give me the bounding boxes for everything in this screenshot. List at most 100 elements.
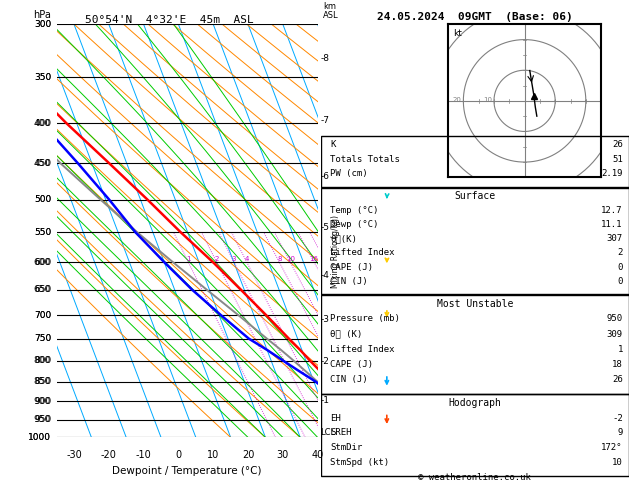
Bar [321, 295, 629, 394]
Text: 600: 600 [34, 258, 51, 267]
Text: CAPE (J): CAPE (J) [330, 262, 373, 272]
Text: 10: 10 [612, 458, 623, 468]
Text: 20: 20 [242, 450, 254, 460]
Text: kt: kt [453, 29, 462, 38]
Text: 9: 9 [618, 429, 623, 437]
Text: CAPE (J): CAPE (J) [330, 360, 373, 369]
Text: 50°54'N  4°32'E  45m  ASL: 50°54'N 4°32'E 45m ASL [86, 15, 254, 25]
Text: Lifted Index: Lifted Index [330, 345, 394, 354]
Bar [321, 394, 629, 476]
Text: 11.1: 11.1 [601, 220, 623, 229]
Text: 650: 650 [34, 285, 52, 294]
Text: Dewpoint / Temperature (°C): Dewpoint / Temperature (°C) [113, 467, 262, 476]
Text: 850: 850 [34, 377, 51, 386]
Text: -30: -30 [66, 450, 82, 460]
Text: -5: -5 [320, 224, 329, 232]
Bar [321, 136, 629, 187]
Text: 0: 0 [618, 262, 623, 272]
Text: 950: 950 [607, 314, 623, 323]
Text: 950: 950 [34, 416, 51, 424]
Text: hPa: hPa [33, 10, 52, 20]
Text: 500: 500 [34, 195, 52, 204]
Text: 300: 300 [34, 20, 52, 29]
Text: 1000: 1000 [28, 433, 51, 442]
Text: 1: 1 [618, 345, 623, 354]
Text: 2.19: 2.19 [601, 170, 623, 178]
Text: -8: -8 [320, 53, 329, 63]
Text: SREH: SREH [330, 429, 352, 437]
Text: StmDir: StmDir [330, 443, 362, 452]
Text: 550: 550 [34, 228, 52, 237]
Text: 40: 40 [311, 450, 324, 460]
Text: Mixing Ratio (g/kg): Mixing Ratio (g/kg) [331, 215, 340, 288]
Text: 4: 4 [245, 256, 249, 262]
Text: -4: -4 [320, 271, 329, 280]
Text: 10: 10 [286, 256, 295, 262]
Text: Hodograph: Hodograph [448, 398, 501, 408]
Text: CIN (J): CIN (J) [330, 375, 368, 384]
Text: 400: 400 [34, 119, 52, 127]
Text: -3: -3 [320, 315, 329, 324]
Text: 900: 900 [34, 397, 52, 406]
Text: 0: 0 [175, 450, 182, 460]
Text: 800: 800 [34, 356, 52, 365]
Text: 850: 850 [34, 377, 52, 386]
Text: 10: 10 [207, 450, 220, 460]
Text: 309: 309 [607, 330, 623, 339]
Text: km
ASL: km ASL [323, 2, 338, 20]
Text: 30: 30 [277, 450, 289, 460]
Text: 800: 800 [34, 356, 51, 365]
Text: -2: -2 [320, 357, 329, 366]
Text: 51: 51 [612, 155, 623, 164]
Text: 750: 750 [34, 334, 52, 343]
Text: 550: 550 [34, 228, 51, 237]
Text: 700: 700 [34, 311, 52, 319]
Text: 16: 16 [309, 256, 319, 262]
Text: 750: 750 [34, 334, 51, 343]
Text: 450: 450 [34, 159, 52, 168]
Text: 2: 2 [618, 248, 623, 258]
Text: 1: 1 [186, 256, 191, 262]
Text: θᴇ (K): θᴇ (K) [330, 330, 362, 339]
Text: 950: 950 [34, 416, 52, 424]
Text: 26: 26 [612, 140, 623, 149]
Text: 8: 8 [277, 256, 282, 262]
Text: 1000: 1000 [28, 433, 52, 442]
Text: -6: -6 [320, 172, 329, 181]
Text: PW (cm): PW (cm) [330, 170, 368, 178]
Text: LCL: LCL [320, 429, 335, 437]
Text: -7: -7 [320, 116, 329, 125]
Text: 0: 0 [618, 277, 623, 286]
Text: Temp (°C): Temp (°C) [330, 206, 379, 215]
Text: θᴇ(K): θᴇ(K) [330, 234, 357, 243]
Text: 2: 2 [214, 256, 219, 262]
Text: 307: 307 [607, 234, 623, 243]
Text: StmSpd (kt): StmSpd (kt) [330, 458, 389, 468]
Text: 650: 650 [34, 285, 51, 294]
Text: 600: 600 [34, 258, 52, 267]
Text: CIN (J): CIN (J) [330, 277, 368, 286]
Text: 172°: 172° [601, 443, 623, 452]
Text: 10: 10 [483, 97, 493, 104]
Text: Dewp (°C): Dewp (°C) [330, 220, 379, 229]
Text: Pressure (mb): Pressure (mb) [330, 314, 400, 323]
Text: -20: -20 [101, 450, 117, 460]
Text: -2: -2 [612, 414, 623, 422]
Text: 350: 350 [34, 73, 51, 82]
Text: 26: 26 [612, 375, 623, 384]
Text: © weatheronline.co.uk: © weatheronline.co.uk [418, 473, 532, 482]
Text: 3: 3 [231, 256, 237, 262]
Text: Totals Totals: Totals Totals [330, 155, 400, 164]
Text: 300: 300 [34, 20, 51, 29]
Text: 500: 500 [34, 195, 51, 204]
Text: 20: 20 [453, 97, 462, 104]
Text: Lifted Index: Lifted Index [330, 248, 394, 258]
Text: 12.7: 12.7 [601, 206, 623, 215]
Text: 450: 450 [34, 159, 51, 168]
Text: Surface: Surface [454, 191, 496, 201]
Text: 400: 400 [34, 119, 51, 127]
Text: 900: 900 [34, 397, 51, 406]
Legend: Temperature, Dewpoint, Parcel Trajectory, Dry Adiabat, Wet Adiabat, Isotherm, Mi: Temperature, Dewpoint, Parcel Trajectory… [476, 28, 562, 103]
Text: -10: -10 [136, 450, 152, 460]
Text: Most Unstable: Most Unstable [437, 299, 513, 309]
